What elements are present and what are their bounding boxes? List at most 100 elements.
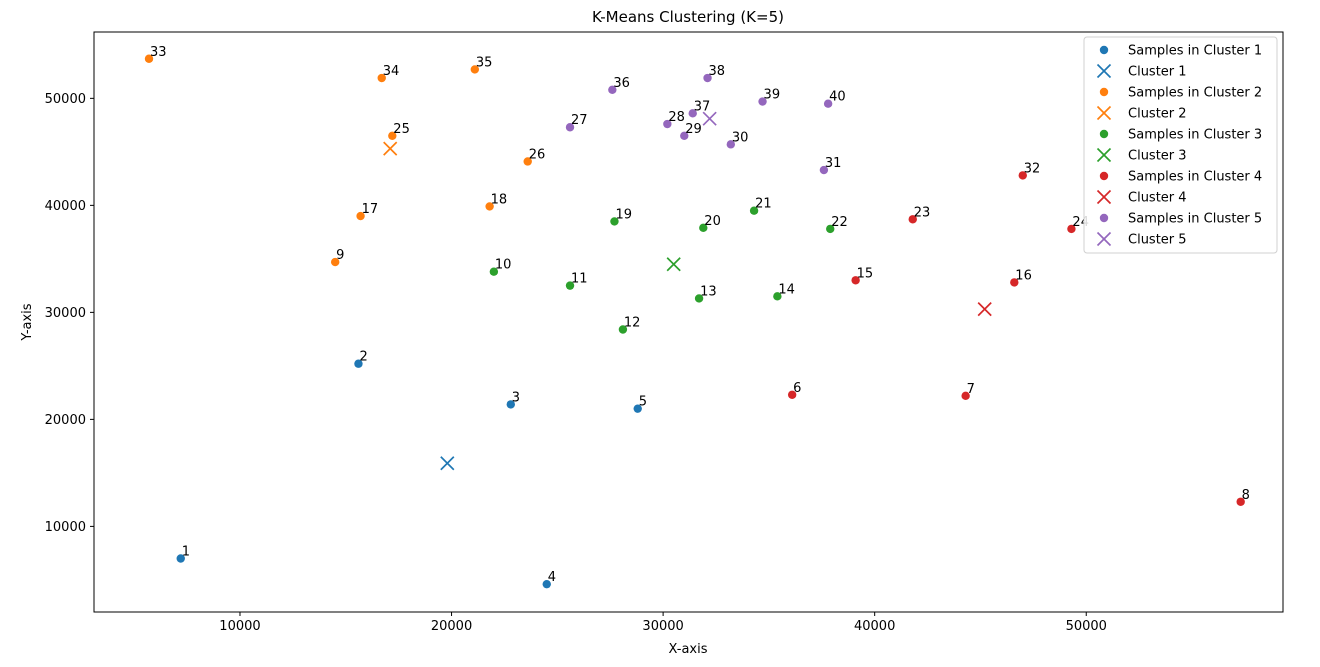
cluster-3-point-22 [826, 224, 835, 234]
point-label-5: 5 [639, 395, 647, 410]
cluster-4-point-16 [1010, 278, 1019, 287]
legend-entry-centroid-5: Cluster 5 [1096, 231, 1187, 248]
cluster-2-point-34 [377, 73, 386, 83]
cluster-5-centroid [702, 111, 717, 126]
point-label-2: 2 [359, 350, 367, 365]
legend-frame [1083, 36, 1278, 254]
legend-entry-centroid-1: Cluster 1 [1096, 63, 1187, 80]
point-label-39: 39 [764, 88, 781, 103]
cluster-5-point-40 [823, 99, 833, 108]
point-label-29: 29 [685, 122, 702, 137]
cluster-4-point-7 [961, 391, 970, 401]
point-label-14: 14 [778, 282, 795, 297]
legend-entry-centroid-3: Cluster 3 [1096, 147, 1187, 164]
svg-text:Samples in Cluster 2: Samples in Cluster 2 [1128, 86, 1262, 101]
x-axis-label: X-axis [669, 642, 708, 657]
cluster-2-point-33 [144, 54, 154, 63]
cluster-1-point-2 [354, 359, 363, 368]
cluster-5-point-30 [726, 140, 736, 149]
point-label-22: 22 [831, 215, 848, 230]
legend-entry-centroid-4: Cluster 4 [1096, 189, 1187, 206]
point-label-36: 36 [613, 76, 630, 91]
x-tick-label: 30000 [642, 619, 683, 634]
point-label-30: 30 [732, 130, 749, 145]
svg-text:Cluster 5: Cluster 5 [1128, 233, 1187, 248]
cluster-5-point-29 [680, 131, 689, 141]
point-label-17: 17 [362, 202, 379, 217]
svg-text:Cluster 1: Cluster 1 [1128, 65, 1187, 80]
point-label-35: 35 [476, 55, 493, 70]
legend: Samples in Cluster 1 Cluster 1 Samples in … [1083, 36, 1278, 254]
point-label-27: 27 [571, 113, 588, 128]
point-label-11: 11 [571, 272, 588, 287]
cluster-2-point-9 [330, 257, 340, 267]
cluster-5-point-37 [688, 109, 697, 118]
cluster-4-point-8 [1236, 497, 1245, 506]
point-label-16: 16 [1015, 268, 1032, 283]
cluster-2-point-35 [470, 65, 480, 74]
cluster-4-point-23 [908, 215, 917, 224]
cluster-2-point-26 [523, 157, 532, 166]
y-tick-label: 20000 [45, 413, 86, 428]
point-label-3: 3 [512, 390, 520, 405]
legend-entry-centroid-2: Cluster 2 [1096, 105, 1187, 122]
legend-entry-samples-1: Samples in Cluster 1 [1099, 44, 1262, 59]
legend-entry-samples-4: Samples in Cluster 4 [1099, 170, 1262, 185]
svg-text:Samples in Cluster 1: Samples in Cluster 1 [1128, 44, 1262, 59]
legend-entry-samples-3: Samples in Cluster 3 [1099, 128, 1262, 143]
point-label-38: 38 [709, 64, 726, 79]
cluster-5-point-39 [758, 97, 767, 106]
cluster-3-point-20 [699, 223, 708, 233]
cluster-2-point-17 [356, 211, 365, 221]
point-label-32: 32 [1024, 161, 1041, 176]
svg-text:Cluster 2: Cluster 2 [1128, 107, 1187, 122]
point-label-6: 6 [793, 381, 801, 396]
cluster-4-point-32 [1018, 171, 1027, 180]
y-tick-label: 30000 [45, 306, 86, 321]
cluster-4-centroid [977, 302, 992, 317]
point-label-18: 18 [491, 192, 508, 207]
cluster-1-point-1 [176, 554, 185, 563]
point-label-40: 40 [829, 90, 846, 105]
cluster-1-point-5 [633, 404, 642, 413]
svg-text:Samples in Cluster 4: Samples in Cluster 4 [1128, 170, 1262, 185]
y-axis-label: Y-axis [20, 303, 35, 341]
point-label-9: 9 [336, 248, 344, 263]
y-axis: 10000 20000 30000 40000 50000 [45, 92, 94, 535]
y-tick-label: 50000 [45, 92, 86, 107]
svg-text:Samples in Cluster 5: Samples in Cluster 5 [1128, 212, 1262, 227]
point-label-12: 12 [624, 315, 641, 330]
cluster-5-point-31 [819, 165, 829, 175]
point-label-10: 10 [495, 258, 512, 273]
y-tick-label: 40000 [45, 199, 86, 214]
point-label-19: 19 [615, 207, 632, 222]
point-label-7: 7 [967, 382, 975, 397]
cluster-2-point-18 [485, 202, 494, 211]
point-label-8: 8 [1242, 488, 1250, 503]
cluster-1-point-3 [506, 400, 515, 409]
plot-frame [93, 31, 1284, 613]
legend-entry-samples-5: Samples in Cluster 5 [1099, 212, 1262, 227]
cluster-3-point-21 [749, 206, 759, 215]
cluster-3-point-12 [618, 325, 628, 334]
svg-text:Cluster 4: Cluster 4 [1128, 191, 1187, 206]
point-label-25: 25 [393, 122, 410, 137]
point-label-37: 37 [694, 99, 711, 114]
cluster-3-point-19 [610, 217, 619, 226]
cluster-5-point-38 [703, 73, 712, 83]
x-tick-label: 50000 [1066, 619, 1107, 634]
svg-text:Cluster 3: Cluster 3 [1128, 149, 1187, 164]
cluster-4-point-15 [851, 276, 860, 285]
point-label-26: 26 [529, 147, 546, 162]
chart-title: K-Means Clustering (K=5) [592, 8, 784, 26]
cluster-3-point-11 [565, 281, 575, 290]
point-label-1: 1 [182, 544, 190, 559]
point-label-23: 23 [914, 205, 931, 220]
cluster-5-point-36 [608, 85, 617, 94]
point-label-21: 21 [755, 197, 772, 212]
x-tick-label: 40000 [854, 619, 895, 634]
cluster-3-point-13 [694, 294, 704, 303]
point-label-33: 33 [150, 45, 167, 60]
